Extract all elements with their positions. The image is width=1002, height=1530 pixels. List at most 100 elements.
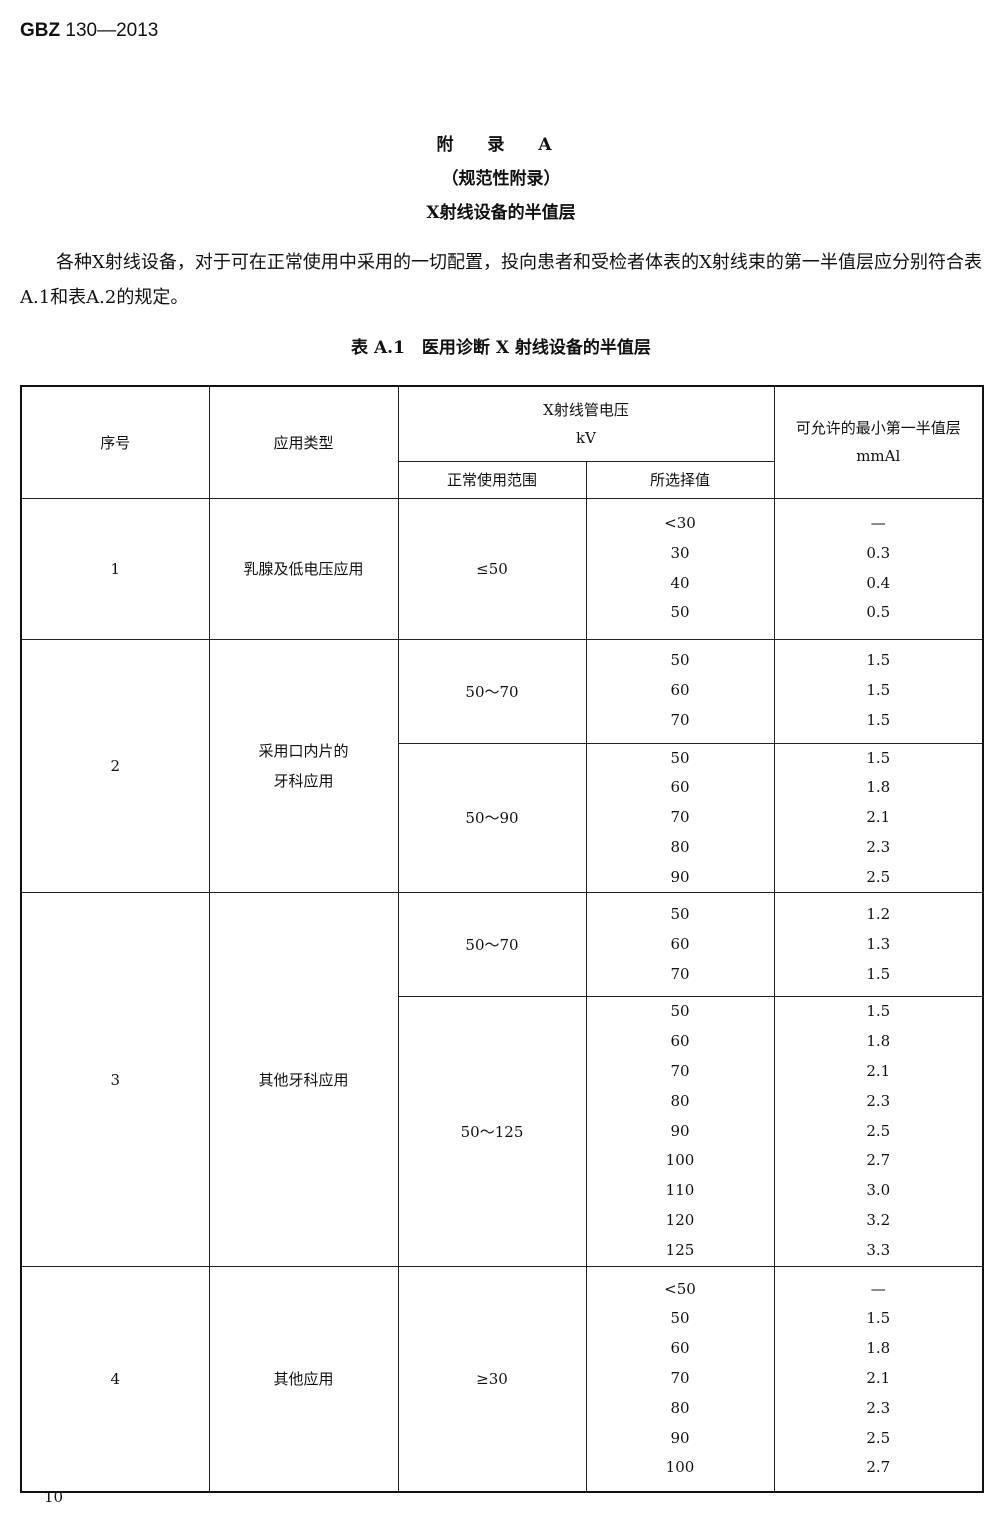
hvl-value: 1.8 bbox=[866, 778, 891, 797]
hvl-value: 2.7 bbox=[866, 1151, 891, 1170]
selected-value: 120 bbox=[665, 1211, 695, 1230]
selected-value: 70 bbox=[670, 1062, 690, 1081]
table-row: 50～125 50 60 70 80 90 100 110 120 125 1.5 1.8 2.1 2.3… bbox=[21, 996, 984, 1267]
table-row: 50～90 50 60 70 80 90 1.5 1.8 2.1 2.3 2.5 bbox=[21, 742, 984, 894]
hvl-unit: mmAl bbox=[856, 447, 901, 466]
cell-selected-values: 50 60 70 80 90 bbox=[585, 742, 775, 894]
selected-value: 90 bbox=[670, 1428, 690, 1447]
table-row: 3 其他牙科应用 50～70 50 60 70 1.2 1.3 1.5 bbox=[20, 892, 984, 1267]
hvl-value: 1.8 bbox=[866, 1032, 891, 1051]
selected-value: 60 bbox=[670, 1339, 690, 1358]
hvl-value: 1.5 bbox=[866, 651, 891, 670]
selected-value: 110 bbox=[665, 1181, 695, 1200]
cell-range: 50～70 bbox=[397, 892, 587, 998]
page-number: 10 bbox=[44, 1488, 64, 1506]
hvl-value: 2.3 bbox=[866, 1091, 891, 1110]
selected-value: 80 bbox=[670, 1398, 690, 1417]
table-row: 2 采用口内片的 牙科应用 50～70 50 60 70 1.5 1.5 1.5 bbox=[20, 638, 984, 894]
cell-range: 50～125 bbox=[397, 996, 587, 1267]
hvl-value: 0.4 bbox=[866, 573, 891, 592]
hvl-label: 可允许的最小第一半值层 bbox=[795, 419, 961, 438]
hvl-value: — bbox=[870, 513, 886, 532]
hvl-value: 1.5 bbox=[866, 681, 891, 700]
std-code: GBZ bbox=[20, 20, 61, 41]
selected-value: 80 bbox=[670, 837, 690, 856]
selected-value: 50 bbox=[670, 651, 690, 670]
selected-value: <50 bbox=[664, 1279, 696, 1298]
cell-app: 乳腺及低电压应用 bbox=[208, 497, 399, 640]
selected-value: 100 bbox=[665, 1151, 695, 1170]
selected-value: 70 bbox=[670, 1369, 690, 1387]
selected-value: 40 bbox=[670, 573, 690, 592]
selected-value: 50 bbox=[670, 1309, 690, 1328]
cell-seq: 1 bbox=[20, 497, 210, 640]
cell-app: 采用口内片的 牙科应用 bbox=[208, 638, 399, 894]
std-number: 130—2013 bbox=[65, 20, 159, 41]
table-caption: 表 A.1 医用诊断 X 射线设备的半值层 bbox=[351, 338, 651, 358]
selected-value: 70 bbox=[670, 964, 690, 983]
cell-hvl-values: 1.5 1.8 2.1 2.3 2.5 2.7 3.0 3.2 3.3 bbox=[773, 996, 984, 1267]
cell-range: 50～90 bbox=[397, 742, 587, 894]
cell-range: 50～70 bbox=[397, 638, 587, 744]
selected-value: 125 bbox=[665, 1240, 695, 1259]
selected-value: 100 bbox=[665, 1458, 695, 1477]
header-voltage: X射线管电压 kV bbox=[397, 385, 775, 462]
hvl-value: 2.3 bbox=[866, 1398, 891, 1417]
selected-value: <30 bbox=[664, 513, 696, 532]
hvl-value: 1.5 bbox=[866, 1309, 891, 1328]
hvl-value: 1.2 bbox=[866, 905, 891, 924]
selected-value: 50 bbox=[670, 1002, 690, 1021]
hvl-value: 0.3 bbox=[866, 543, 891, 562]
voltage-label: X射线管电压 bbox=[543, 400, 629, 419]
hvl-value: 1.5 bbox=[866, 1002, 891, 1021]
hvl-value: 2.1 bbox=[866, 1369, 891, 1387]
hvl-value: 1.5 bbox=[866, 964, 891, 983]
cell-range: ≥30 bbox=[397, 1265, 587, 1493]
body-paragraph: 各种X射线设备，对于可在正常使用中采用的一切配置，投向患者和受检者体表的X射线束… bbox=[20, 252, 982, 308]
cell-seq: 4 bbox=[20, 1265, 210, 1493]
cell-hvl-values: 1.5 1.5 1.5 bbox=[773, 638, 984, 744]
voltage-unit: kV bbox=[576, 428, 596, 447]
cell-selected-values: 50 60 70 bbox=[585, 638, 775, 744]
hvl-value: 0.5 bbox=[866, 603, 891, 622]
header-hvl: 可允许的最小第一半值层 mmAl bbox=[773, 385, 984, 499]
selected-value: 60 bbox=[670, 681, 690, 700]
header-selected: 所选择值 bbox=[585, 460, 775, 499]
cell-selected-values: <50 50 60 70 80 90 100 bbox=[585, 1265, 775, 1493]
hvl-value: 1.5 bbox=[866, 710, 891, 729]
hvl-table: 序号 应用类型 X射线管电压 kV 可允许的最小第一半值层 mmAl 正常使用范围 … bbox=[20, 385, 984, 1494]
selected-value: 90 bbox=[670, 1121, 690, 1140]
hvl-value: 3.0 bbox=[866, 1181, 891, 1200]
cell-hvl-values: — 0.3 0.4 0.5 bbox=[773, 497, 984, 640]
selected-value: 90 bbox=[670, 867, 690, 886]
hvl-value: 3.3 bbox=[866, 1240, 891, 1259]
hvl-value: 2.5 bbox=[866, 1121, 891, 1140]
selected-value: 50 bbox=[670, 748, 690, 767]
header-app: 应用类型 bbox=[208, 385, 399, 499]
hvl-value: 2.7 bbox=[866, 1458, 891, 1477]
hvl-value: 2.5 bbox=[866, 1428, 891, 1447]
cell-hvl-values: 1.2 1.3 1.5 bbox=[773, 892, 984, 998]
hvl-value: 3.2 bbox=[866, 1211, 891, 1230]
selected-value: 50 bbox=[670, 603, 690, 622]
appendix-type: （规范性附录） bbox=[441, 169, 561, 189]
selected-value: 60 bbox=[670, 935, 690, 954]
hvl-value: 1.5 bbox=[866, 748, 891, 767]
cell-hvl-values: — 1.5 1.8 2.1 2.3 2.5 2.7 bbox=[773, 1265, 984, 1493]
selected-value: 30 bbox=[670, 543, 690, 562]
hvl-value: 2.1 bbox=[866, 1062, 891, 1081]
hvl-value: 1.3 bbox=[866, 935, 891, 954]
selected-value: 80 bbox=[670, 1091, 690, 1110]
cell-range: ≤50 bbox=[397, 497, 587, 640]
hvl-value: 1.8 bbox=[866, 1339, 891, 1358]
selected-value: 60 bbox=[670, 1032, 690, 1051]
standard-header: GBZ 130—2013 bbox=[20, 20, 158, 42]
header-range: 正常使用范围 bbox=[397, 460, 587, 499]
header-seq: 序号 bbox=[20, 385, 210, 499]
cell-selected-values: 50 60 70 bbox=[585, 892, 775, 998]
table-row: 1 乳腺及低电压应用 ≤50 <30 30 40 50 — 0.3 0.4 0.5 bbox=[20, 497, 984, 640]
selected-value: 70 bbox=[670, 710, 690, 729]
cell-seq: 2 bbox=[20, 638, 210, 894]
selected-value: 70 bbox=[670, 808, 690, 827]
